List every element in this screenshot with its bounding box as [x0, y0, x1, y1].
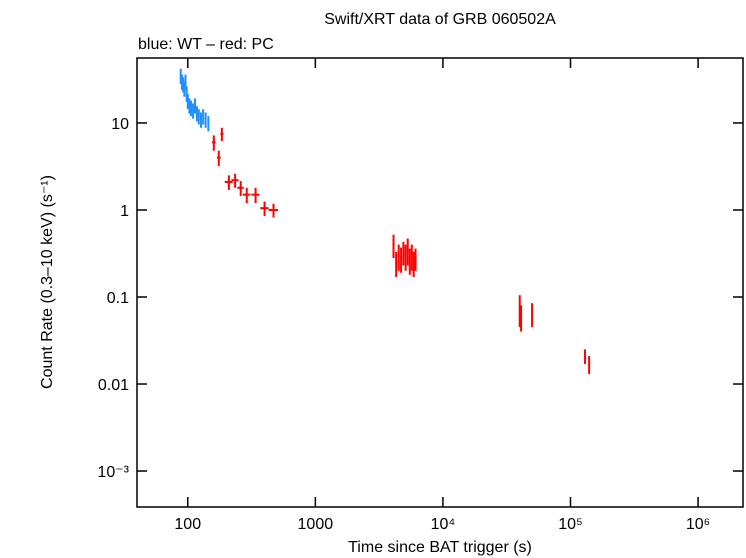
- x-axis-label: Time since BAT trigger (s): [348, 539, 532, 556]
- y-tick-label: 0.01: [98, 377, 129, 394]
- y-tick-label: 1: [120, 203, 129, 220]
- x-tick-label: 100: [174, 516, 201, 533]
- y-tick-label: 10: [111, 116, 129, 133]
- chart-title: Swift/XRT data of GRB 060502A: [324, 11, 556, 28]
- y-tick-label: 10⁻³: [97, 464, 129, 481]
- plot-frame: [136, 57, 744, 508]
- x-tick-label: 10⁵: [558, 516, 582, 533]
- x-tick-label: 10⁴: [431, 516, 456, 533]
- y-tick-label: 0.1: [107, 290, 129, 307]
- y-axis-label: Count Rate (0.3–10 keV) (s⁻¹): [39, 175, 56, 389]
- x-tick-label: 1000: [298, 516, 334, 533]
- chart-subtitle: blue: WT – red: PC: [138, 36, 274, 53]
- x-tick-label: 10⁶: [686, 516, 710, 533]
